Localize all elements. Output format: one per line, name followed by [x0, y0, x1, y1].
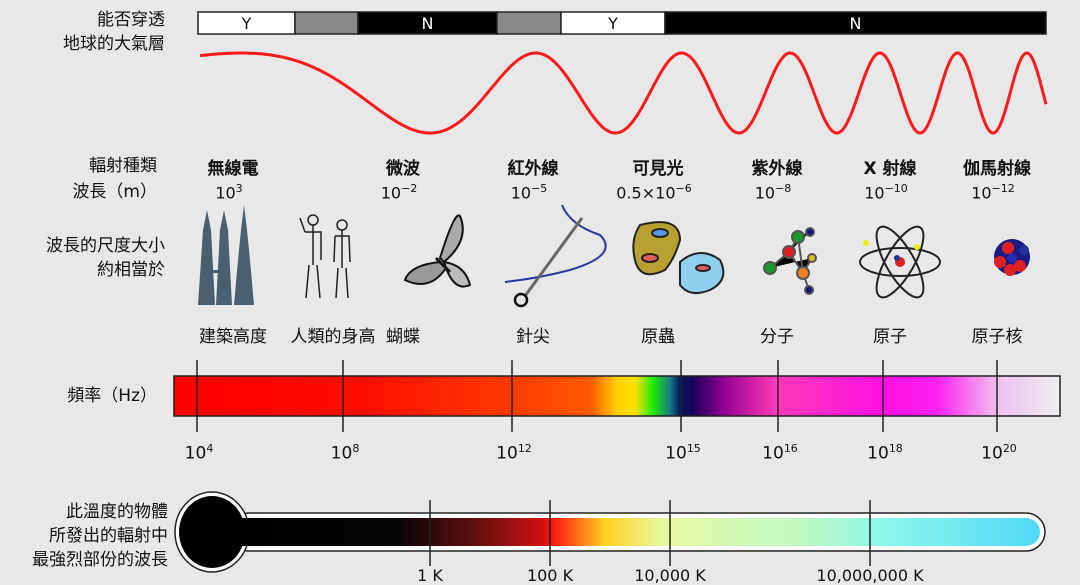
band-wavelength: 103 — [169, 182, 289, 202]
tick-exponent: 20 — [1002, 442, 1017, 455]
radiation-type-label: 輻射種類 — [89, 156, 157, 176]
band-wavelength: 10−10 — [826, 182, 946, 202]
band-wavelength: 0.5×10−6 — [594, 182, 714, 202]
temperature-label-line: 最強烈部份的波長 — [32, 550, 168, 570]
band-name: 伽馬射線 — [963, 159, 1031, 179]
wavelength-base: 10 — [215, 183, 236, 203]
tick-base: 10 — [867, 443, 889, 464]
band-wavelength: 10−12 — [933, 182, 1053, 202]
wavelength-base: 10 — [754, 183, 776, 203]
scale-object-label: 原子 — [873, 327, 907, 347]
tick-base: 10 — [762, 443, 784, 464]
scale-object-label: 原蟲 — [641, 327, 675, 347]
wavelength-base: 10 — [510, 183, 532, 203]
wavelength-base: 10 — [655, 183, 676, 203]
scale-object-label: 原子核 — [971, 327, 1023, 347]
thermometer-bulb — [179, 496, 245, 568]
scale-object-label: 建築高度 — [199, 327, 267, 347]
frequency-tick-label: 1012 — [474, 442, 554, 464]
wavelength-base: 10 — [380, 183, 402, 203]
scale-object-label: 分子 — [760, 327, 794, 347]
nucleus-icon — [994, 239, 1030, 276]
wavelength-base: 10 — [971, 183, 992, 203]
tick-exponent: 15 — [686, 442, 701, 455]
wavelength-exponent: −2 — [401, 182, 418, 195]
tick-exponent: 8 — [352, 442, 360, 455]
atmosphere-segment-label: N — [850, 14, 862, 33]
thermometer-tube — [234, 518, 1040, 546]
tick-base: 10 — [330, 443, 353, 464]
temperature-label-line: 此溫度的物體 — [66, 502, 168, 522]
frequency-tick-label: 1018 — [845, 442, 925, 464]
band-name: 無線電 — [207, 159, 259, 179]
towers-icon — [198, 205, 254, 305]
atmosphere-label-line: 地球的大氣層 — [63, 34, 165, 54]
humans-icon — [299, 214, 351, 299]
atmosphere-segment — [496, 11, 562, 35]
atmosphere-segment — [664, 11, 1047, 35]
scale-label: 波長的尺度大小 約相當於 — [10, 234, 165, 282]
protozoa-icon — [632, 221, 725, 295]
needle-icon — [504, 204, 607, 308]
band-wavelength: 10−5 — [469, 182, 589, 202]
frequency-ticks — [196, 360, 998, 432]
wavelength-exponent: −12 — [991, 182, 1015, 195]
scale-label-line: 波長的尺度大小 — [46, 236, 165, 256]
band-name: 可見光 — [632, 159, 684, 179]
atmosphere-segment-label: N — [422, 14, 434, 33]
tick-base: 10 — [496, 443, 518, 464]
wavelength-base: 10 — [864, 183, 885, 203]
frequency-tick-label: 1020 — [959, 442, 1039, 464]
em-wave — [199, 51, 1048, 135]
molecule-icon — [763, 227, 817, 295]
wavelength-exponent: −8 — [775, 182, 792, 195]
tick-exponent: 4 — [206, 442, 214, 455]
scale-object-label: 人類的身高 — [290, 327, 376, 347]
temperature-label: 此溫度的物體 所發出的輻射中 最強烈部份的波長 — [0, 500, 168, 572]
atmosphere-label-line: 能否穿透 — [97, 10, 165, 30]
temperature-label-line: 所發出的輻射中 — [49, 526, 168, 546]
frequency-tick-label: 108 — [305, 442, 385, 464]
atmosphere-segment-label: Y — [607, 14, 618, 33]
scale-object-label: 蝴蝶 — [386, 327, 420, 347]
band-wavelength: 10−2 — [339, 182, 459, 202]
band-name: 紫外線 — [751, 159, 803, 179]
frequency-label: 頻率（Hz） — [67, 386, 157, 406]
atmosphere-segment-label: Y — [241, 14, 252, 33]
wavelength-label: 波長（m） — [72, 182, 157, 202]
atmosphere-segment — [294, 11, 359, 35]
butterfly-icon — [403, 214, 472, 288]
wavelength-prefix: 0.5× — [616, 183, 656, 203]
frequency-tick-label: 1015 — [643, 442, 723, 464]
tick-exponent: 16 — [783, 442, 798, 455]
frequency-tick-label: 104 — [159, 442, 239, 464]
tick-base: 10 — [981, 443, 1003, 464]
wavelength-exponent: −6 — [675, 182, 692, 195]
band-name: 紅外線 — [507, 159, 559, 179]
frequency-tick-label: 1016 — [740, 442, 820, 464]
wavelength-exponent: −10 — [884, 182, 908, 195]
scale-label-line: 約相當於 — [97, 260, 165, 280]
temperature-ticks — [429, 500, 871, 566]
tick-exponent: 12 — [517, 442, 532, 455]
frequency-bar — [173, 375, 1061, 417]
wavelength-exponent: 3 — [235, 182, 243, 195]
band-name: X 射線 — [863, 159, 917, 179]
wavelength-exponent: −5 — [531, 182, 548, 195]
atmosphere-label: 能否穿透 地球的大氣層 — [30, 8, 165, 56]
scale-object-label: 針尖 — [516, 327, 550, 347]
tick-base: 10 — [184, 443, 207, 464]
band-name: 微波 — [386, 159, 420, 179]
band-wavelength: 10−8 — [713, 182, 833, 202]
tick-base: 10 — [665, 443, 687, 464]
tick-exponent: 18 — [888, 442, 903, 455]
atom-icon — [859, 225, 941, 299]
